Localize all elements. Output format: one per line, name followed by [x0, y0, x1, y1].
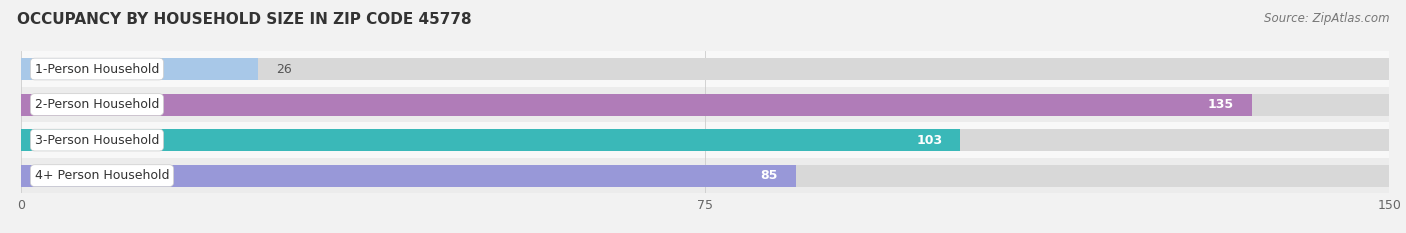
Bar	[21, 58, 1389, 80]
Bar	[21, 93, 1253, 116]
Bar	[21, 164, 1389, 187]
Bar	[21, 122, 1389, 158]
Bar	[21, 58, 259, 80]
Text: 2-Person Household: 2-Person Household	[35, 98, 159, 111]
Bar	[21, 129, 1389, 151]
Bar	[21, 93, 1389, 116]
Text: 103: 103	[917, 134, 942, 147]
Bar	[21, 87, 1389, 122]
Text: 3-Person Household: 3-Person Household	[35, 134, 159, 147]
Text: 1-Person Household: 1-Person Household	[35, 62, 159, 75]
Text: Source: ZipAtlas.com: Source: ZipAtlas.com	[1264, 12, 1389, 25]
Bar	[21, 158, 1389, 193]
Text: OCCUPANCY BY HOUSEHOLD SIZE IN ZIP CODE 45778: OCCUPANCY BY HOUSEHOLD SIZE IN ZIP CODE …	[17, 12, 471, 27]
Bar	[21, 129, 960, 151]
Bar	[21, 51, 1389, 87]
Text: 135: 135	[1208, 98, 1234, 111]
Text: 4+ Person Household: 4+ Person Household	[35, 169, 169, 182]
Bar	[21, 164, 796, 187]
Text: 85: 85	[761, 169, 778, 182]
Text: 26: 26	[277, 62, 292, 75]
